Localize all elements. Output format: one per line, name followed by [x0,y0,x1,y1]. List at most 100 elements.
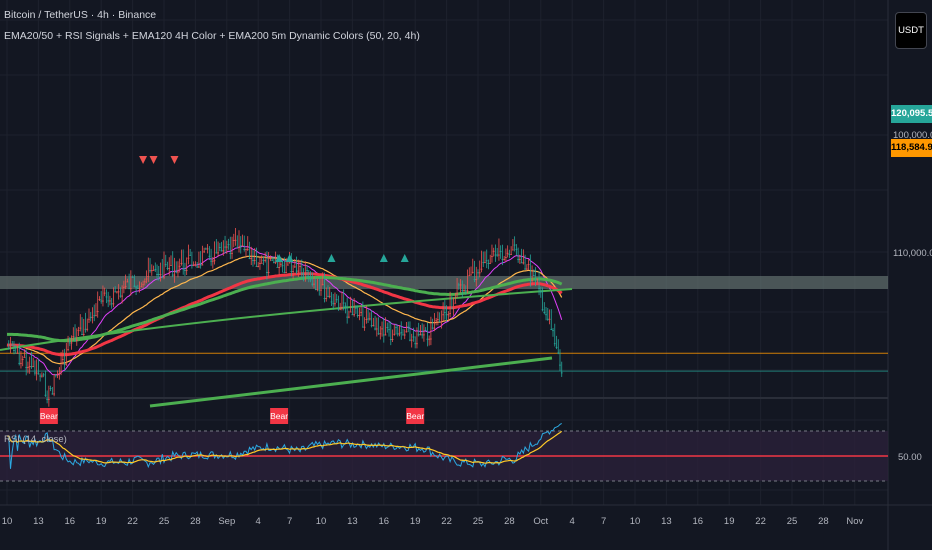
candle-body [498,254,500,256]
currency-button[interactable]: USDT [895,12,927,49]
candle-body [457,284,460,286]
candle-body [546,318,549,320]
candle-body [168,268,171,269]
candle-body [225,246,228,248]
candle-body [152,270,155,271]
candle-body [51,393,54,395]
candle-body [156,273,158,275]
candle-body [248,258,251,259]
candle-body [44,394,47,396]
candle-body [220,250,223,252]
candle-body [18,362,21,364]
buy-signal [379,254,388,262]
candle-body [81,334,83,335]
candle-body [449,313,451,314]
candle-body [484,262,486,264]
candle-body [262,259,265,261]
candle-body [339,308,342,310]
candle-body [271,259,274,261]
candle-body [250,258,253,259]
candle-body [253,260,256,261]
candle-body [555,346,558,348]
candle-body [400,332,403,334]
candle-body [327,295,329,297]
candle-body [34,372,36,374]
candle-body [196,266,199,268]
candle-body [293,266,296,268]
rsi-legend: RSI (14, close) [4,434,67,445]
candle-body [356,315,359,316]
candle-body [206,248,209,250]
candle-body [525,268,528,270]
price-tick: 110,000.00 [893,248,932,259]
time-tick: 25 [473,516,484,527]
candle-body [102,300,104,302]
candle-body [307,275,310,277]
indicator-legend[interactable]: EMA20/50 + RSI Signals + EMA120 4H Color… [4,30,420,42]
candle-body [54,374,57,376]
candle-body [82,334,85,335]
candle-body [536,278,539,280]
time-tick: 25 [787,516,798,527]
candle-body [112,303,115,305]
candle-body [122,287,125,289]
time-tick: 13 [661,516,672,527]
candle-body [177,271,179,273]
candle-body [159,274,162,275]
candle-body [89,316,92,318]
bear-label: Bear [406,411,424,421]
candle-body [335,299,338,301]
candle-body [354,307,357,309]
price-levels [0,352,888,372]
candle-body [323,298,326,299]
candle-body [84,328,87,330]
candle-body [255,266,258,267]
candle-body [27,367,29,368]
candle-body [171,274,174,276]
candle-body [58,372,61,374]
candle-body [396,333,399,335]
time-tick: 28 [818,516,829,527]
price-axis[interactable]: 110,000.00 100,000.00 50.00 [893,130,932,463]
candle-body [314,288,317,290]
candle-body [124,285,127,287]
candle-body [543,312,546,314]
candle-body [28,366,31,368]
candle-body [283,272,286,273]
time-tick: 28 [504,516,515,527]
candle-body [330,301,333,303]
rsi-tick: 50.00 [898,452,922,463]
candle-body [405,331,408,333]
candle-body [189,254,192,256]
candle-body [501,258,504,260]
time-tick: 16 [65,516,76,527]
time-tick: 10 [630,516,641,527]
chart-title[interactable]: Bitcoin / TetherUS · 4h · Binance [4,9,157,21]
candle-body [534,278,537,280]
time-axis[interactable]: 10 13 16 19 22 25 28 Sep 4 7 10 13 16 19 22 25 28 Oct 4 7 10… [2,516,864,527]
candle-body [447,314,450,316]
time-tick: 7 [601,516,606,527]
time-tick: Nov [846,516,863,527]
candle-body [213,260,216,262]
candle-body [211,260,214,262]
candle-body [140,286,143,288]
candle-body [443,311,446,313]
candle-body [524,268,526,270]
candle-body [239,245,242,247]
candle-body [266,272,268,273]
bear-label-box [406,408,425,424]
price-tick: 100,000.00 [893,130,932,141]
candle-body [435,320,438,322]
candle-body [39,375,42,377]
candle-body [494,254,497,256]
candle-body [142,284,144,286]
candle-body [325,298,328,299]
candle-body [341,306,343,308]
candle-body [541,309,544,311]
candle-body [149,270,151,272]
candle-body [259,263,261,264]
candle-body [311,283,314,285]
candle-body [147,276,150,278]
